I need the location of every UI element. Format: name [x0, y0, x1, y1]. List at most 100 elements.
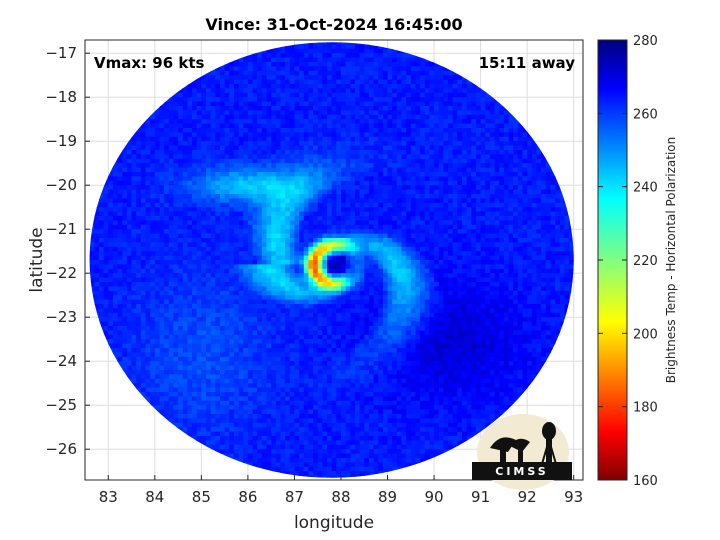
- heatmap-cell: [154, 224, 161, 230]
- heatmap-cell: [336, 70, 342, 76]
- heatmap-cell: [583, 181, 588, 186]
- heatmap-cell: [513, 207, 519, 213]
- heatmap-cell: [159, 145, 165, 151]
- heatmap-cell: [252, 119, 258, 125]
- heatmap-cell: [480, 220, 486, 226]
- heatmap-cell: [103, 185, 109, 191]
- heatmap-cell: [233, 194, 240, 199]
- heatmap-cell: [354, 53, 361, 59]
- heatmap-cell: [289, 198, 296, 204]
- heatmap-cell: [247, 62, 254, 67]
- heatmap-cell: [378, 211, 384, 217]
- heatmap-cell: [513, 216, 519, 221]
- heatmap-cell: [559, 198, 565, 204]
- heatmap-cell: [489, 207, 496, 213]
- heatmap-cell: [382, 75, 389, 81]
- heatmap-cell: [94, 233, 100, 239]
- heatmap-cell: [373, 97, 379, 103]
- heatmap-cell: [275, 224, 282, 230]
- heatmap-cell: [392, 114, 398, 120]
- heatmap-cell: [317, 79, 323, 85]
- heatmap-cell: [229, 180, 235, 186]
- heatmap-cell: [327, 57, 333, 63]
- heatmap-cell: [350, 229, 356, 235]
- heatmap-cell: [313, 224, 319, 230]
- heatmap-cell: [206, 198, 212, 204]
- heatmap-cell: [415, 136, 421, 142]
- heatmap-cell: [382, 114, 389, 120]
- heatmap-cell: [317, 194, 323, 199]
- heatmap-cell: [131, 154, 137, 160]
- heatmap-cell: [382, 97, 389, 103]
- heatmap-cell: [378, 84, 384, 89]
- heatmap-cell: [233, 141, 240, 147]
- heatmap-cell: [420, 123, 426, 129]
- heatmap-cell: [345, 97, 351, 103]
- heatmap-cell: [503, 194, 510, 199]
- heatmap-cell: [475, 229, 482, 235]
- heatmap-cell: [368, 110, 375, 116]
- heatmap-cell: [294, 180, 300, 186]
- heatmap-cell: [294, 128, 300, 133]
- heatmap-cell: [401, 141, 407, 147]
- heatmap-cell: [513, 145, 519, 151]
- heatmap-cell: [317, 136, 323, 142]
- heatmap-cell: [410, 202, 417, 208]
- heatmap-cell: [317, 172, 323, 177]
- heatmap-cell: [331, 88, 337, 94]
- heatmap-cell: [294, 154, 300, 160]
- heatmap-cell: [266, 92, 272, 98]
- heatmap-cell: [224, 194, 230, 199]
- heatmap-cell: [224, 79, 230, 85]
- heatmap-cell: [275, 97, 282, 103]
- heatmap-cell: [178, 119, 184, 125]
- heatmap-cell: [261, 66, 268, 72]
- heatmap-cell: [475, 128, 482, 133]
- heatmap-cell: [461, 132, 468, 138]
- heatmap-cell: [466, 220, 472, 226]
- heatmap-cell: [438, 216, 444, 221]
- heatmap-cell: [461, 180, 468, 186]
- heatmap-cell: [145, 123, 151, 129]
- heatmap-cell: [303, 154, 309, 160]
- heatmap-cell: [448, 211, 454, 217]
- heatmap-cell: [322, 141, 328, 147]
- heatmap-cell: [434, 189, 440, 195]
- heatmap-cell: [438, 185, 444, 191]
- heatmap-cell: [350, 163, 356, 169]
- heatmap-cell: [233, 163, 240, 169]
- heatmap-cell: [448, 167, 454, 173]
- heatmap-cell: [359, 176, 365, 182]
- heatmap-cell: [396, 238, 403, 243]
- heatmap-cell: [513, 123, 519, 129]
- heatmap-cell: [471, 114, 477, 120]
- heatmap-cell: [219, 141, 226, 147]
- heatmap-cell: [434, 70, 440, 76]
- heatmap-cell: [489, 132, 496, 138]
- heatmap-cell: [438, 66, 444, 72]
- heatmap-cell: [336, 106, 342, 111]
- heatmap-cell: [545, 176, 552, 182]
- heatmap-cell: [345, 84, 351, 89]
- heatmap-cell: [359, 216, 365, 221]
- heatmap-cell: [359, 114, 365, 120]
- heatmap-cell: [303, 88, 309, 94]
- heatmap-cell: [275, 145, 282, 151]
- heatmap-cell: [219, 123, 226, 129]
- heatmap-cell: [299, 123, 305, 129]
- heatmap-cell: [271, 123, 277, 129]
- heatmap-cell: [289, 48, 296, 54]
- heatmap-cell: [429, 62, 435, 67]
- heatmap-cell: [373, 198, 379, 204]
- heatmap-cell: [238, 101, 244, 107]
- heatmap-cell: [396, 167, 403, 173]
- heatmap-cell: [271, 224, 277, 230]
- heatmap-cell: [313, 48, 319, 54]
- heatmap-cell: [182, 128, 188, 133]
- heatmap-cell: [401, 145, 407, 151]
- heatmap-cell: [457, 233, 463, 239]
- heatmap-cell: [336, 57, 342, 63]
- heatmap-cell: [382, 150, 389, 155]
- heatmap-cell: [350, 216, 356, 221]
